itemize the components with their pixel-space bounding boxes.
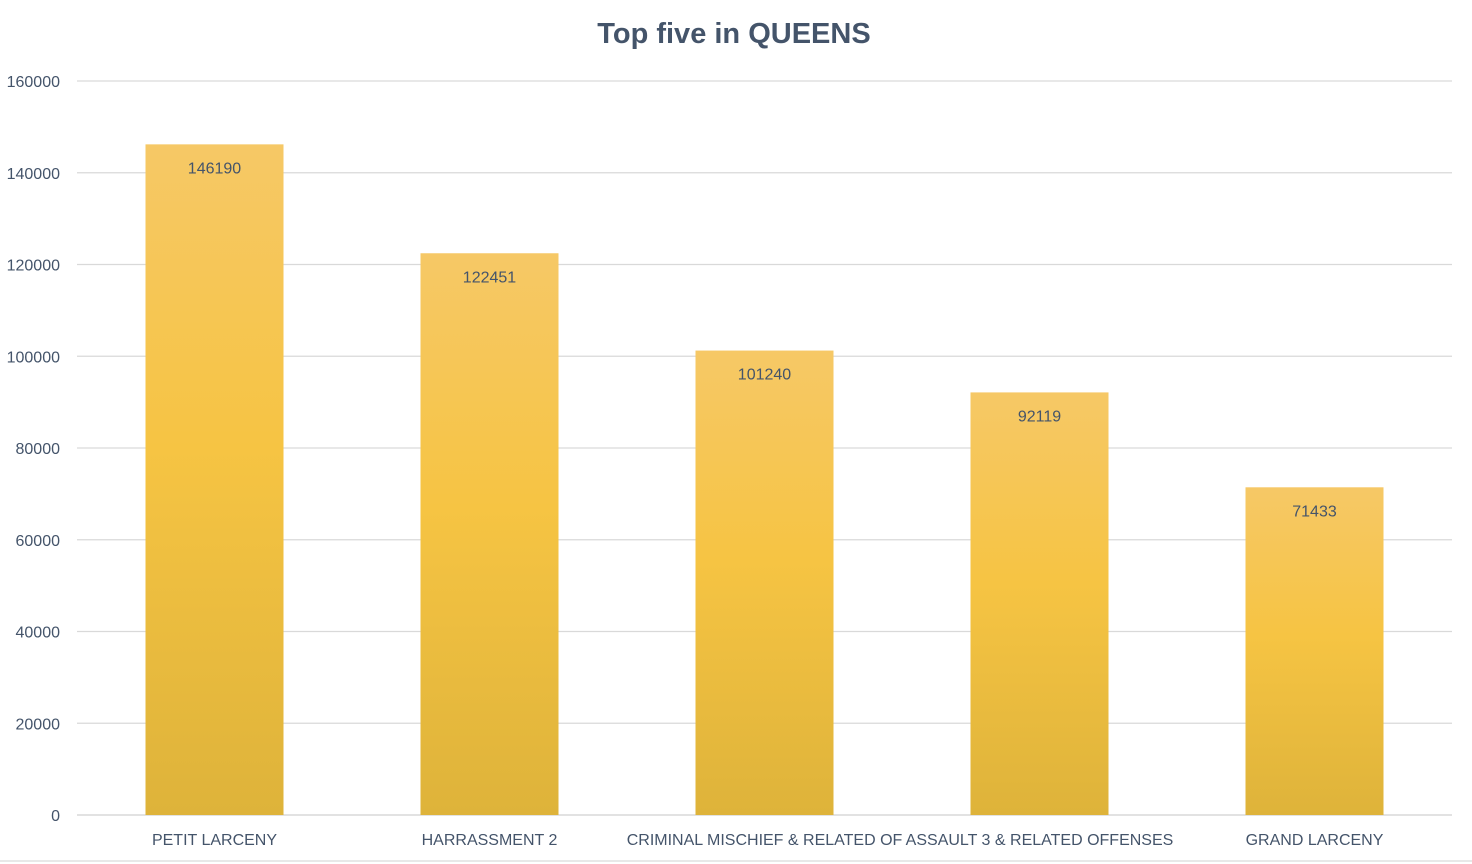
category-label: PETIT LARCENY [152, 832, 277, 849]
category-label: HARRASSMENT 2 [422, 832, 558, 849]
data-labels: 146190 122451 101240 92119 71433 [188, 160, 1337, 520]
y-tick-label: 140000 [7, 166, 60, 183]
y-tick-label: 40000 [16, 625, 61, 642]
y-tick-label: 100000 [7, 349, 60, 366]
bar [1245, 487, 1384, 815]
data-label: 71433 [1292, 503, 1337, 520]
bar [420, 253, 559, 815]
data-label: 146190 [188, 160, 241, 177]
category-label: CRIMINAL MISCHIEF & RELATED OF [627, 832, 903, 849]
category-label: GRAND LARCENY [1246, 832, 1384, 849]
y-axis-tick-labels: 0 20000 40000 60000 80000 100000 120000 140000 1… [7, 74, 60, 825]
data-label: 92119 [1018, 408, 1061, 425]
data-label: 101240 [738, 367, 791, 384]
bars [145, 144, 1384, 815]
bar [970, 392, 1109, 815]
y-tick-label: 80000 [16, 441, 61, 458]
y-tick-label: 160000 [7, 74, 60, 91]
y-tick-label: 60000 [16, 533, 61, 550]
y-tick-label: 0 [51, 808, 60, 825]
data-label: 122451 [463, 269, 516, 286]
y-tick-label: 20000 [16, 716, 61, 733]
bar [145, 144, 284, 815]
x-axis-category-labels: PETIT LARCENY HARRASSMENT 2 CRIMINAL MISCH… [152, 832, 1384, 849]
category-label: ASSAULT 3 & RELATED OFFENSES [906, 832, 1174, 849]
y-tick-label: 120000 [7, 258, 60, 275]
bar [695, 350, 834, 815]
chart-title: Top five in QUEENS [597, 18, 870, 50]
